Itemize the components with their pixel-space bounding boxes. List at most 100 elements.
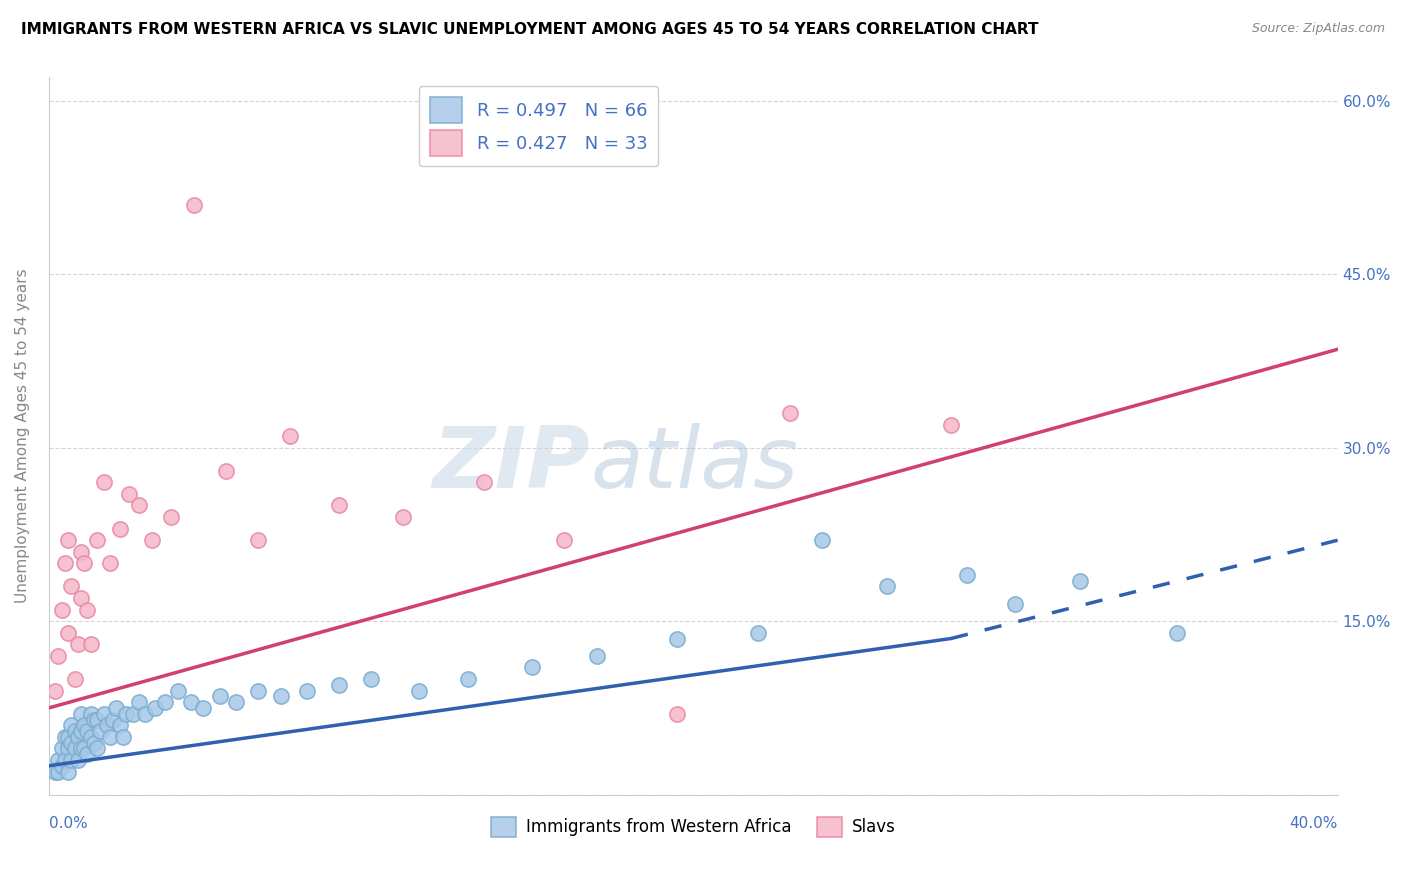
- Point: [876, 579, 898, 593]
- Point: [270, 690, 292, 704]
- Point: [86, 533, 108, 548]
- Point: [66, 730, 89, 744]
- Point: [53, 730, 76, 744]
- Point: [98, 557, 121, 571]
- Point: [520, 660, 543, 674]
- Point: [73, 557, 96, 571]
- Text: atlas: atlas: [591, 424, 799, 507]
- Point: [56, 741, 79, 756]
- Point: [70, 545, 93, 559]
- Point: [457, 672, 479, 686]
- Point: [93, 706, 115, 721]
- Point: [118, 487, 141, 501]
- Point: [143, 701, 166, 715]
- Point: [83, 713, 105, 727]
- Point: [280, 429, 302, 443]
- Point: [108, 522, 131, 536]
- Point: [60, 736, 83, 750]
- Point: [48, 648, 70, 663]
- Point: [183, 197, 205, 211]
- Point: [48, 764, 70, 779]
- Point: [79, 706, 101, 721]
- Text: IMMIGRANTS FROM WESTERN AFRICA VS SLAVIC UNEMPLOYMENT AMONG AGES 45 TO 54 YEARS : IMMIGRANTS FROM WESTERN AFRICA VS SLAVIC…: [21, 22, 1039, 37]
- Point: [63, 724, 86, 739]
- Point: [76, 747, 98, 762]
- Point: [811, 533, 834, 548]
- Point: [60, 579, 83, 593]
- Y-axis label: Unemployment Among Ages 45 to 54 years: Unemployment Among Ages 45 to 54 years: [15, 268, 30, 603]
- Point: [63, 741, 86, 756]
- Point: [472, 475, 495, 490]
- Point: [53, 557, 76, 571]
- Point: [153, 695, 176, 709]
- Point: [121, 706, 143, 721]
- Point: [553, 533, 575, 548]
- Point: [747, 625, 769, 640]
- Point: [66, 637, 89, 651]
- Point: [73, 741, 96, 756]
- Point: [60, 753, 83, 767]
- Point: [53, 753, 76, 767]
- Point: [956, 568, 979, 582]
- Point: [89, 724, 111, 739]
- Point: [939, 417, 962, 432]
- Point: [134, 706, 156, 721]
- Point: [360, 672, 382, 686]
- Point: [48, 753, 70, 767]
- Point: [60, 718, 83, 732]
- Point: [79, 637, 101, 651]
- Point: [392, 510, 415, 524]
- Point: [408, 683, 430, 698]
- Point: [193, 701, 215, 715]
- Point: [128, 695, 150, 709]
- Point: [70, 591, 93, 605]
- Point: [666, 706, 689, 721]
- Point: [108, 718, 131, 732]
- Point: [66, 753, 89, 767]
- Point: [83, 736, 105, 750]
- Point: [208, 690, 231, 704]
- Point: [51, 741, 73, 756]
- Point: [98, 730, 121, 744]
- Point: [96, 718, 118, 732]
- Point: [115, 706, 138, 721]
- Point: [141, 533, 163, 548]
- Point: [779, 406, 801, 420]
- Text: Source: ZipAtlas.com: Source: ZipAtlas.com: [1251, 22, 1385, 36]
- Point: [76, 602, 98, 616]
- Point: [51, 602, 73, 616]
- Point: [247, 533, 270, 548]
- Point: [111, 730, 134, 744]
- Point: [295, 683, 318, 698]
- Point: [86, 741, 108, 756]
- Point: [56, 764, 79, 779]
- Point: [160, 510, 183, 524]
- Point: [128, 499, 150, 513]
- Point: [166, 683, 188, 698]
- Point: [585, 648, 607, 663]
- Point: [63, 672, 86, 686]
- Point: [225, 695, 247, 709]
- Point: [44, 683, 66, 698]
- Point: [215, 464, 238, 478]
- Point: [105, 701, 128, 715]
- Point: [180, 695, 202, 709]
- Point: [76, 724, 98, 739]
- Point: [1166, 625, 1188, 640]
- Point: [56, 625, 79, 640]
- Point: [1069, 574, 1091, 588]
- Point: [1004, 597, 1026, 611]
- Text: ZIP: ZIP: [433, 424, 591, 507]
- Point: [73, 718, 96, 732]
- Point: [103, 713, 125, 727]
- Point: [93, 475, 115, 490]
- Point: [70, 706, 93, 721]
- Point: [86, 713, 108, 727]
- Point: [70, 724, 93, 739]
- Point: [247, 683, 270, 698]
- Point: [328, 499, 350, 513]
- Text: 0.0%: 0.0%: [49, 816, 87, 831]
- Point: [56, 533, 79, 548]
- Point: [44, 764, 66, 779]
- Legend: Immigrants from Western Africa, Slavs: Immigrants from Western Africa, Slavs: [484, 810, 903, 844]
